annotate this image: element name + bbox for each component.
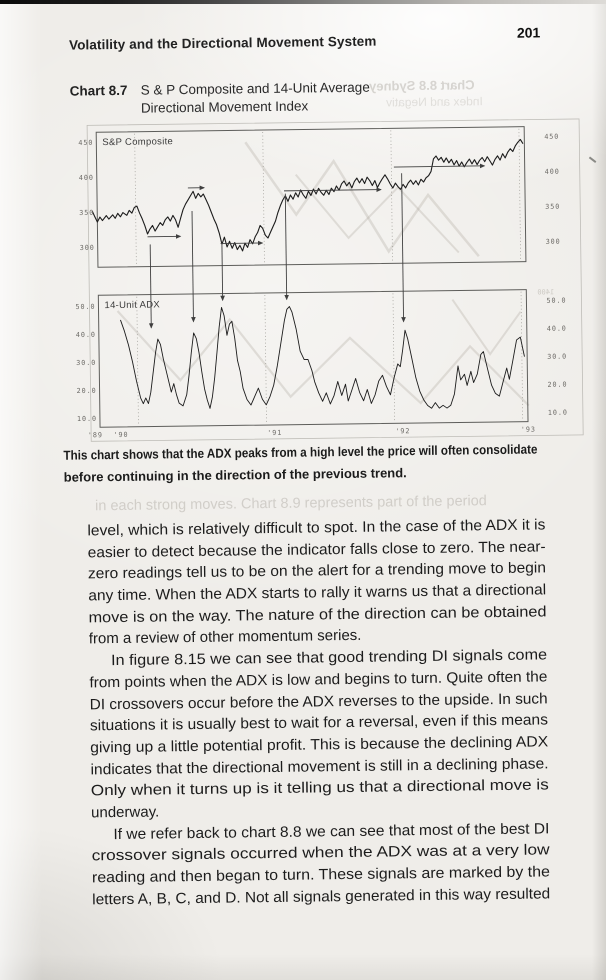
bleedthrough-text: 1400 (537, 288, 555, 297)
adx-peak-arrow (148, 244, 154, 329)
chart-title-line2: Directional Movement Index (140, 98, 309, 116)
body-line: underway. (90, 803, 160, 822)
adx-peak-arrow (191, 210, 196, 323)
y-tick-label: 400 (545, 168, 560, 176)
caption-line: before continuing in the direction of th… (63, 464, 407, 485)
year-gridline (520, 291, 524, 420)
x-tick-label: '91 (267, 429, 282, 437)
year-gridline (136, 296, 139, 425)
x-tick-label: '89 (88, 431, 103, 439)
adx-peak-arrow (284, 193, 289, 301)
y-tick-label: 50.0 (75, 303, 95, 311)
year-gridline (392, 293, 395, 422)
bleedthrough-text: Index and Negativ (385, 94, 483, 110)
y-tick-label: 20.0 (547, 381, 567, 389)
chart-title-line1: S & P Composite and 14-Unit Average (140, 79, 370, 98)
bleedthrough-lines (294, 173, 460, 254)
year-gridline (264, 295, 267, 424)
page-number: 201 (516, 24, 541, 41)
y-tick-label: 400 (79, 174, 94, 182)
panel-label: 14-Unit ADX (104, 299, 160, 311)
consolidation-arrow (283, 187, 382, 193)
y-tick-label: 30.0 (76, 359, 96, 367)
y-tick-label: 20.0 (77, 387, 97, 395)
figure-border (86, 118, 584, 442)
scanner-edge-artifact (0, 0, 606, 4)
y-tick-label: 40.0 (76, 331, 96, 339)
y-tick-label: 10.0 (548, 409, 568, 417)
price-series-line (91, 138, 524, 252)
adx-peak-arrow (220, 242, 225, 302)
bleedthrough-text: in each strong moves. Chart 8.9 represen… (94, 493, 487, 515)
year-gridline (134, 133, 137, 265)
x-tick-label: '90 (113, 431, 128, 439)
y-tick-label: 50.0 (546, 297, 566, 305)
chart-label: Chart 8.7 (69, 82, 128, 99)
year-gridline (390, 130, 393, 262)
consolidation-arrow (393, 163, 486, 169)
year-gridline (262, 132, 265, 264)
year-gridline (518, 128, 521, 260)
x-tick-label: '92 (395, 427, 410, 435)
y-tick-label: 300 (546, 238, 561, 246)
y-tick-label: 10.0 (77, 415, 97, 423)
y-tick-label: 300 (80, 244, 95, 252)
y-tick-label: 450 (544, 133, 559, 141)
body-line: letters A, B, C, and D. Not all signals … (92, 885, 551, 909)
panel-box (97, 289, 529, 428)
consolidation-arrow (220, 240, 264, 246)
adx-peak-arrow (401, 173, 406, 323)
body-text: level, which is relatively difficult to … (87, 514, 550, 910)
running-header-title: Volatility and the Directional Movement … (68, 33, 377, 53)
bleedthrough-lines (244, 141, 480, 258)
y-tick-label: 40.0 (547, 325, 567, 333)
panel-box (95, 126, 527, 268)
adx-series-line (120, 306, 525, 409)
bleedthrough-lines (116, 310, 530, 407)
figure-caption: This chart shows that the ADX peaks from… (63, 438, 538, 488)
y-tick-label: 350 (545, 203, 560, 211)
y-tick-label: 30.0 (547, 353, 567, 361)
scan-smudge (588, 156, 597, 163)
y-tick-label: 350 (79, 209, 94, 217)
x-tick-label: '93 (521, 426, 536, 434)
bleedthrough-lines (451, 299, 522, 356)
y-tick-label: 450 (78, 139, 93, 147)
panel-label: S&P Composite (102, 136, 173, 148)
